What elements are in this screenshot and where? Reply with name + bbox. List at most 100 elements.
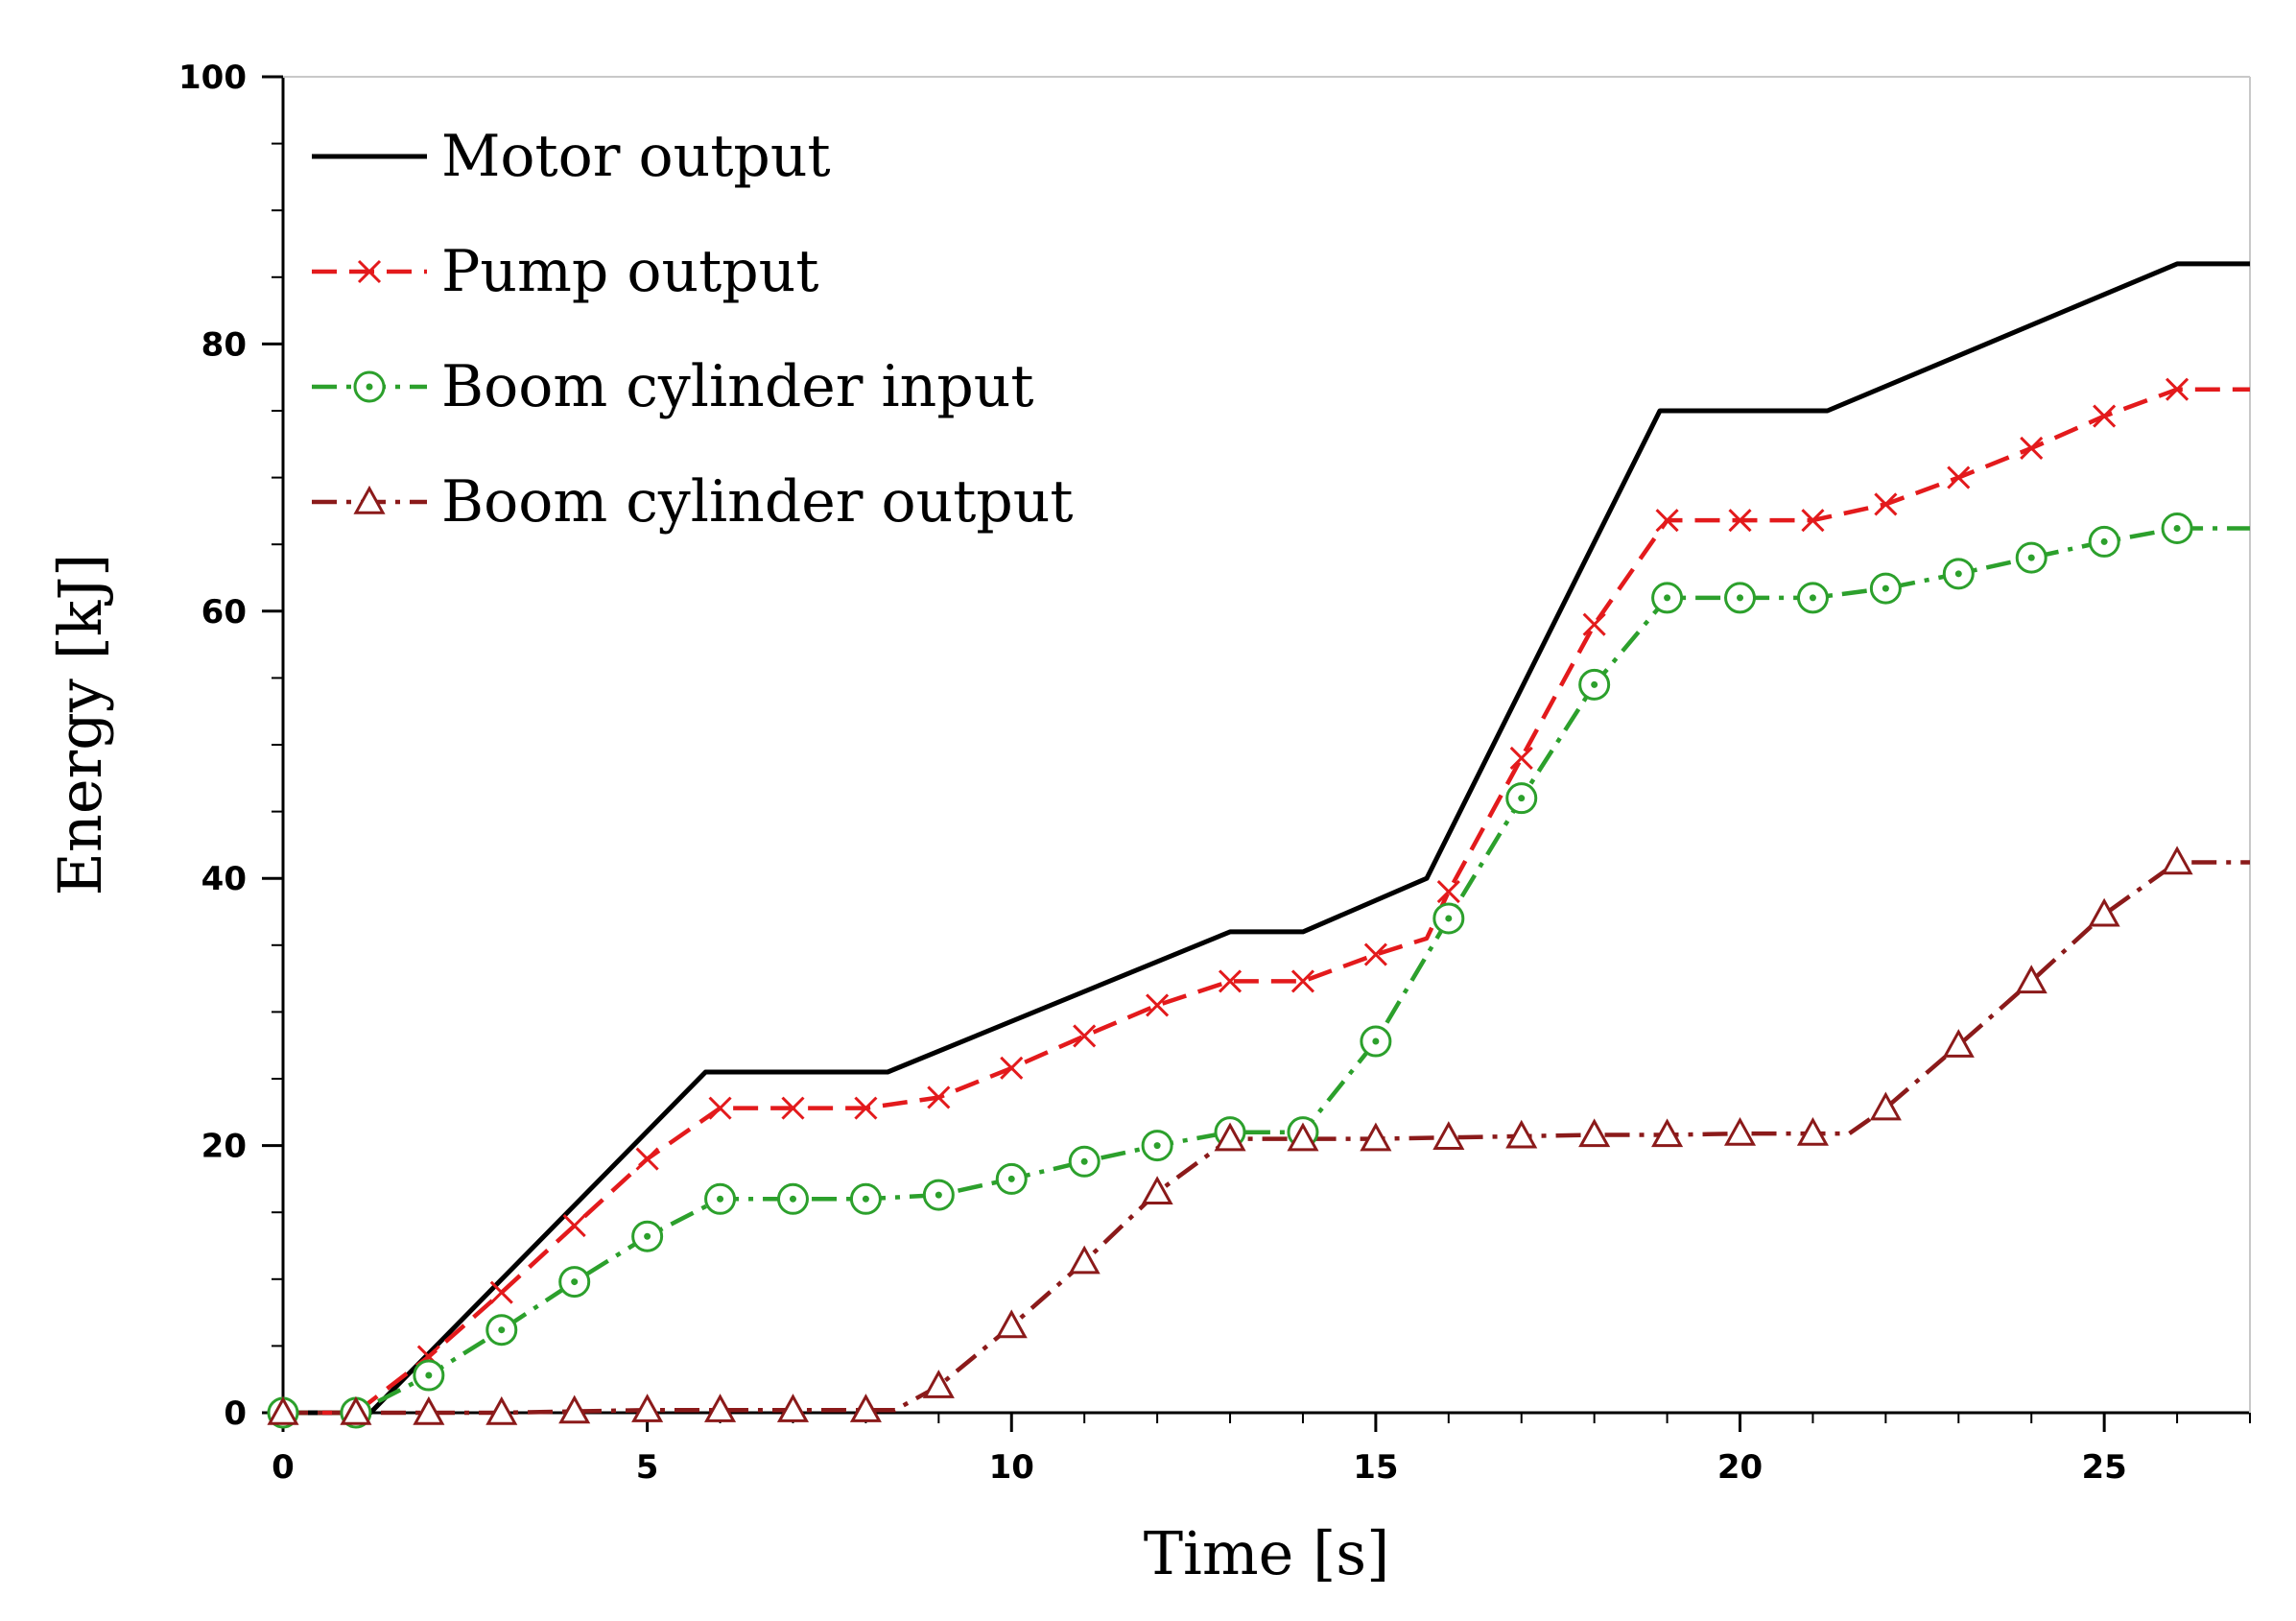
data-point-boom-cylinder-output: [1214, 1122, 1246, 1152]
data-point-boom-cylinder-input: [1141, 1130, 1173, 1162]
series-lines: [283, 261, 2250, 1416]
y-tick-label: 60: [201, 593, 247, 632]
data-point-pump-output: [2166, 377, 2189, 401]
data-point-boom-cylinder-input: [1068, 1145, 1101, 1178]
data-point-boom-cylinder-input: [2088, 525, 2120, 558]
series-line-boom-cylinder-output: [283, 860, 2250, 1416]
data-point-boom-cylinder-output: [1141, 1176, 1173, 1205]
data-point-boom-cylinder-output: [995, 1309, 1028, 1339]
y-tick-label: 0: [224, 1395, 247, 1433]
data-point-pump-output: [2093, 404, 2117, 428]
legend-label: Motor output: [441, 123, 831, 190]
x-axis-title: Time [s]: [1144, 1518, 1390, 1588]
data-point-boom-cylinder-output: [1287, 1122, 1319, 1152]
data-point-pump-output: [1000, 1056, 1024, 1080]
data-point-boom-cylinder-output: [267, 1395, 299, 1425]
data-point-boom-cylinder-output: [1360, 1122, 1392, 1152]
data-point-boom-cylinder-input: [704, 1182, 737, 1215]
series-markers: [267, 377, 2193, 1429]
legend-label: Boom cylinder output: [441, 468, 1074, 536]
data-point-pump-output: [1146, 993, 1170, 1017]
data-point-boom-cylinder-input: [1724, 582, 1757, 614]
data-point-boom-cylinder-output: [2088, 897, 2120, 927]
data-point-boom-cylinder-input: [1796, 582, 1829, 614]
data-point-boom-cylinder-output: [2161, 846, 2193, 875]
data-point-boom-cylinder-input: [1942, 558, 1975, 590]
data-point-boom-cylinder-output: [1723, 1116, 1757, 1146]
series-line-boom-cylinder-input: [283, 526, 2250, 1416]
y-tick-label: 100: [178, 59, 247, 97]
data-point-boom-cylinder-output: [1651, 1118, 1684, 1148]
legend-label: Boom cylinder input: [441, 353, 1034, 420]
data-point-boom-cylinder-output: [2015, 965, 2047, 994]
data-point-boom-cylinder-input: [413, 1359, 445, 1392]
x-tick-label: 5: [636, 1448, 659, 1487]
data-point-boom-cylinder-input: [995, 1162, 1028, 1195]
data-point-boom-cylinder-input: [1505, 782, 1538, 815]
legend-swatch-marker: [353, 485, 386, 514]
y-tick-label: 80: [201, 325, 247, 364]
data-point-boom-cylinder-output: [485, 1395, 518, 1425]
legend-label: Pump output: [441, 238, 818, 305]
data-point-boom-cylinder-output: [1942, 1029, 1975, 1058]
data-point-boom-cylinder-output: [340, 1395, 372, 1425]
data-point-boom-cylinder-output: [1068, 1245, 1101, 1275]
data-point-pump-output: [927, 1085, 951, 1109]
data-point-pump-output: [1436, 880, 1460, 904]
data-point-pump-output: [1728, 509, 1752, 533]
data-point-pump-output: [708, 1096, 732, 1120]
data-point-boom-cylinder-output: [922, 1370, 955, 1398]
series-line-pump-output: [283, 387, 2250, 1416]
x-tick-label: 25: [2081, 1448, 2126, 1487]
data-point-boom-cylinder-output: [1869, 1091, 1902, 1121]
x-tick-label: 20: [1717, 1448, 1763, 1487]
data-point-boom-cylinder-input: [849, 1182, 882, 1215]
data-point-boom-cylinder-input: [922, 1179, 955, 1211]
data-point-boom-cylinder-input: [558, 1266, 591, 1299]
data-point-pump-output: [2020, 436, 2044, 461]
data-point-boom-cylinder-output: [704, 1394, 737, 1422]
data-point-pump-output: [1582, 612, 1606, 636]
data-point-boom-cylinder-input: [2161, 512, 2193, 544]
data-point-boom-cylinder-input: [1651, 582, 1684, 614]
data-point-boom-cylinder-output: [1796, 1116, 1829, 1146]
data-point-pump-output: [854, 1096, 878, 1120]
data-point-boom-cylinder-input: [776, 1182, 809, 1215]
data-point-boom-cylinder-output: [1505, 1119, 1538, 1149]
x-tick-label: 10: [989, 1448, 1034, 1487]
y-tick-label: 40: [201, 860, 247, 898]
series-markers-boom-cylinder-output: [267, 846, 2193, 1425]
data-point-pump-output: [562, 1214, 586, 1238]
y-tick-label: 20: [201, 1128, 247, 1166]
legend-item-boom-cylinder-output: Boom cylinder output: [312, 468, 1074, 536]
data-point-boom-cylinder-output: [558, 1395, 591, 1424]
data-point-boom-cylinder-output: [849, 1394, 882, 1422]
data-point-boom-cylinder-input: [485, 1314, 518, 1347]
data-point-pump-output: [1801, 509, 1825, 533]
data-point-boom-cylinder-output: [776, 1394, 810, 1422]
data-point-pump-output: [1655, 509, 1679, 533]
legend-item-pump-output: Pump output: [312, 238, 818, 305]
legend-item-boom-cylinder-input: Boom cylinder input: [312, 353, 1034, 420]
data-point-boom-cylinder-output: [1432, 1121, 1465, 1150]
x-tick-label: 0: [272, 1448, 295, 1487]
data-point-boom-cylinder-input: [2015, 541, 2047, 574]
data-point-pump-output: [1290, 969, 1315, 993]
data-point-boom-cylinder-output: [413, 1395, 445, 1425]
x-tick-label: 15: [1353, 1448, 1398, 1487]
x-tick-labels: 0 5 10 15 20 25: [272, 1448, 2127, 1487]
data-point-pump-output: [1073, 1024, 1097, 1048]
y-tick-labels: 0 20 40 60 80 100: [178, 59, 247, 1433]
data-point-pump-output: [635, 1147, 659, 1171]
data-point-pump-output: [781, 1096, 805, 1120]
y-axis-title: Energy [kJ]: [45, 554, 115, 896]
data-point-pump-output: [1363, 942, 1387, 966]
data-point-pump-output: [1218, 969, 1243, 993]
data-point-boom-cylinder-input: [1869, 572, 1902, 605]
data-point-boom-cylinder-input: [1578, 668, 1611, 701]
legend-swatch-marker: [353, 370, 386, 403]
legend-item-motor-output: Motor output: [312, 123, 831, 190]
data-point-boom-cylinder-input: [631, 1220, 664, 1252]
data-point-pump-output: [1947, 465, 1971, 489]
